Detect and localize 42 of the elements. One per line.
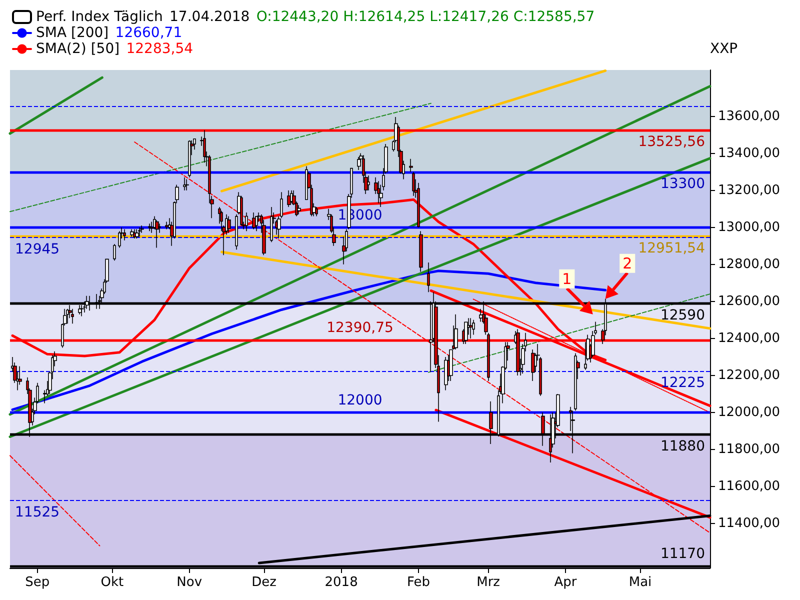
ref-line-label: 12390,75 [326, 320, 394, 336]
ref-line-label: 12951,54 [638, 240, 706, 256]
ref-line-label: 13300 [660, 176, 705, 192]
y-tick-label: 11400,00 [718, 516, 780, 532]
y-axis-title: XXP [710, 41, 738, 57]
ref-line-label: 12225 [660, 374, 705, 391]
ref-line-label: 12945 [15, 242, 60, 258]
x-tick-label: Dez [252, 575, 277, 590]
legend-label: Perf. Index Täglich [36, 9, 163, 25]
ref-line-label: 12000 [338, 392, 382, 408]
y-tick-label: 11800,00 [718, 442, 780, 458]
ref-line-label: 11525 [15, 504, 60, 520]
annotation: 2 [622, 254, 632, 272]
y-tick-label: 12000,00 [718, 404, 780, 420]
ref-line-label: 11170 [660, 546, 705, 562]
ref-line-label: 13525,56 [638, 134, 706, 150]
text: O:12443,20 H:12614,25 L:12417,26 C:12585,57 [256, 9, 595, 25]
x-tick-label: Okt [100, 575, 124, 590]
y-tick-label: 13400,00 [718, 146, 780, 161]
legend-label: SMA [200] [36, 25, 109, 41]
legend-label: SMA(2) [50] [36, 41, 120, 57]
y-tick-label: 13000,00 [718, 220, 780, 235]
y-tick-label: 12400,00 [718, 330, 780, 346]
text: 12283,54 [126, 41, 194, 57]
ref-line-label: 11880 [660, 438, 705, 455]
y-tick-label: 13600,00 [718, 108, 780, 124]
x-tick-label: Nov [176, 575, 202, 590]
x-tick-label: Mai [628, 575, 652, 590]
x-tick-label: Feb [407, 575, 430, 590]
x-tick-label: Apr [554, 575, 578, 590]
text: 17.04.2018 [170, 9, 250, 25]
y-tick-label: 12800,00 [718, 256, 780, 272]
y-tick-label: 11600,00 [718, 479, 780, 494]
y-tick-label: 12200,00 [718, 368, 780, 383]
x-tick-label: Sep [25, 575, 50, 590]
text: 12660,71 [115, 25, 182, 41]
x-tick-label: Mrz [476, 575, 500, 590]
y-tick-label: 13200,00 [718, 182, 780, 198]
annotation: 1 [562, 270, 572, 288]
ref-line-label: 12590 [660, 307, 705, 324]
x-tick-label: 2018 [324, 575, 358, 590]
y-tick-label: 12600,00 [718, 294, 780, 309]
